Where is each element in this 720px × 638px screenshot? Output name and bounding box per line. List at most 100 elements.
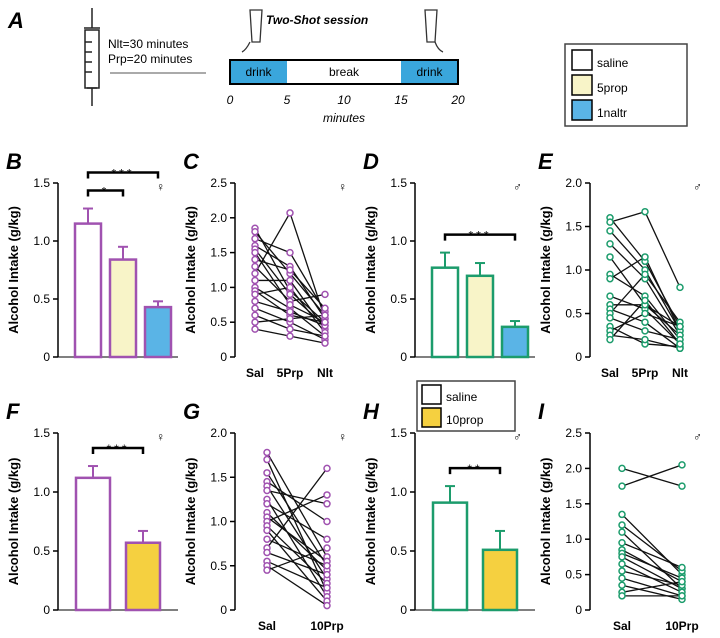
subject-point xyxy=(641,335,649,344)
y-axis-label: Alcohol Intake (g/kg) xyxy=(538,206,553,334)
y-tick-label: 2.0 xyxy=(565,176,582,190)
subject-point xyxy=(618,553,626,561)
subject-line xyxy=(266,468,328,549)
panel-label: E xyxy=(538,149,554,174)
panel-label: F xyxy=(6,399,20,424)
subject-line xyxy=(254,290,291,316)
subject-point xyxy=(321,318,329,326)
y-tick-label: 0 xyxy=(43,603,50,617)
x-tick-label: 5Prp xyxy=(277,366,304,380)
subject-line xyxy=(266,565,328,607)
y-tick-label: 1.5 xyxy=(390,176,407,190)
y-tick-label: 2.0 xyxy=(210,426,227,440)
subject-point xyxy=(251,297,259,306)
subject-line xyxy=(289,314,326,320)
x-tick-label: Sal xyxy=(246,366,264,380)
subject-point xyxy=(263,455,271,464)
x-tick-label: 5 xyxy=(284,93,291,107)
subject-line xyxy=(254,245,291,268)
subject-point xyxy=(251,262,259,271)
subject-line xyxy=(609,300,646,341)
y-tick-label: 0.5 xyxy=(565,307,582,321)
segment-label: break xyxy=(329,65,360,79)
subject-point xyxy=(263,448,271,457)
legend-swatch xyxy=(571,49,593,71)
subject-line xyxy=(621,531,683,590)
subject-line xyxy=(254,238,291,254)
timeline-segment xyxy=(401,60,458,84)
subject-point xyxy=(618,464,626,473)
subject-line xyxy=(621,552,683,579)
subject-line xyxy=(621,467,683,487)
significance-bracket xyxy=(86,189,125,197)
bar xyxy=(481,548,519,612)
sex-symbol: ♂ xyxy=(513,430,522,444)
subject-point xyxy=(286,248,294,257)
subject-point xyxy=(618,521,626,529)
subject-point xyxy=(606,218,614,226)
x-tick-label: 15 xyxy=(394,93,408,107)
subject-line xyxy=(289,311,326,327)
subject-line xyxy=(609,273,646,314)
subject-line xyxy=(266,481,328,523)
subject-point xyxy=(618,581,626,589)
y-tick-label: 1.5 xyxy=(210,470,227,484)
y-tick-label: 1.5 xyxy=(565,220,582,234)
panel-label: H xyxy=(363,399,380,424)
subject-point xyxy=(286,290,294,299)
bar xyxy=(431,501,469,612)
subject-point xyxy=(618,510,626,519)
y-tick-label: 0.5 xyxy=(565,568,582,582)
y-tick-label: 1.0 xyxy=(565,263,582,277)
subject-line xyxy=(289,290,326,323)
y-tick-label: 0.5 xyxy=(33,544,50,558)
significance-label: *** xyxy=(106,442,129,456)
subject-point xyxy=(263,535,271,543)
subject-point xyxy=(263,566,271,574)
y-tick-label: 0 xyxy=(575,350,582,364)
legend-swatch xyxy=(421,384,442,405)
subject-point xyxy=(618,560,626,568)
subject-point xyxy=(641,296,649,305)
subject-line xyxy=(254,318,291,323)
y-tick-label: 2.0 xyxy=(210,211,227,225)
subject-line xyxy=(266,485,328,580)
subject-point xyxy=(606,274,614,283)
subject-line xyxy=(266,560,328,589)
bar xyxy=(74,476,112,612)
subject-line xyxy=(644,312,681,328)
subject-point xyxy=(251,234,259,243)
y-axis-label: Alcohol Intake (g/kg) xyxy=(6,206,21,334)
y-axis-label: Alcohol Intake (g/kg) xyxy=(363,458,378,586)
significance-bracket xyxy=(91,446,145,455)
subject-point xyxy=(251,290,259,299)
subject-line xyxy=(644,278,681,336)
y-tick-label: 0.5 xyxy=(390,292,407,306)
subject-line xyxy=(254,286,291,295)
subject-point xyxy=(321,332,329,340)
subject-point xyxy=(321,304,329,313)
panel-label: G xyxy=(183,399,200,424)
y-tick-label: 1.0 xyxy=(33,485,50,499)
subject-line xyxy=(254,212,291,274)
subject-line xyxy=(621,542,683,569)
y-axis-label: Alcohol Intake (g/kg) xyxy=(538,458,553,586)
panel-label: D xyxy=(363,149,379,174)
y-tick-label: 0 xyxy=(400,603,407,617)
bar xyxy=(500,325,530,359)
significance-label: ** xyxy=(467,462,482,476)
x-tick-label: Sal xyxy=(258,619,276,633)
subject-point xyxy=(251,311,259,319)
subject-line xyxy=(266,489,328,505)
subject-line xyxy=(644,211,681,288)
sex-symbol: ♂ xyxy=(693,180,702,194)
subject-line xyxy=(266,529,328,602)
subject-point xyxy=(323,562,331,570)
subject-line xyxy=(609,317,646,332)
subject-point xyxy=(286,266,294,274)
subject-line xyxy=(254,252,291,306)
subject-point xyxy=(286,301,294,309)
significance-bracket xyxy=(86,171,160,179)
subject-point xyxy=(678,592,686,600)
y-tick-label: 0 xyxy=(43,350,50,364)
